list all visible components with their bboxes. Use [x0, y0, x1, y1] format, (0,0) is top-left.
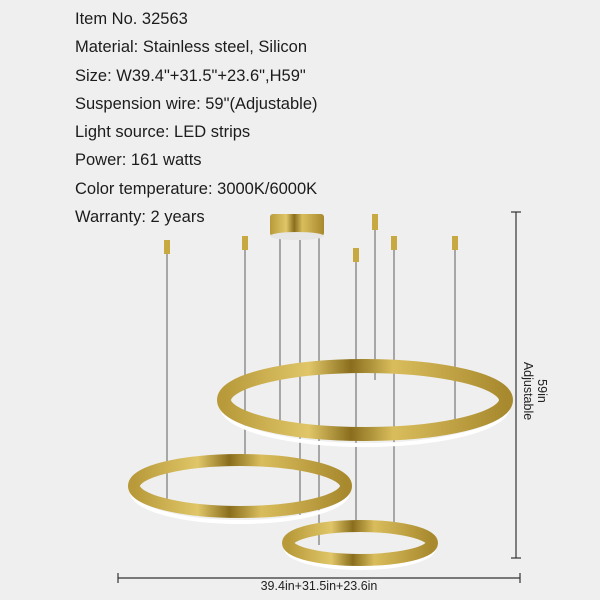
spec-color-temperature: Color temperature: 3000K/6000K: [75, 179, 318, 198]
spec-suspension-wire: Suspension wire: 59"(Adjustable): [75, 94, 318, 113]
dimension-lines: [117, 211, 521, 583]
medium-ring: [128, 454, 352, 524]
spec-warranty: Warranty: 2 years: [75, 208, 205, 227]
spec-item-number: Item No. 32563: [75, 10, 188, 28]
height-dimension-label: 59in Adjustable: [521, 326, 549, 456]
height-value: 59in: [535, 379, 549, 403]
large-ring: [217, 359, 513, 447]
small-ring: [282, 520, 438, 570]
spec-size: Size: W39.4"+31.5"+23.6",H59": [75, 66, 306, 85]
wire-caps: [164, 214, 458, 262]
spec-material: Material: Stainless steel, Silicon: [75, 38, 308, 57]
ceiling-canopy: [270, 214, 324, 240]
spec-power: Power: 161 watts: [75, 151, 202, 170]
width-dimension-label: 39.4in+31.5in+23.6in: [260, 579, 378, 593]
suspension-wires: [166, 230, 456, 545]
spec-light-source: Light source: LED strips: [75, 123, 251, 142]
height-note: Adjustable: [521, 361, 535, 421]
spec-list: Item No. 32563 Material: Stainless steel…: [75, 5, 318, 231]
